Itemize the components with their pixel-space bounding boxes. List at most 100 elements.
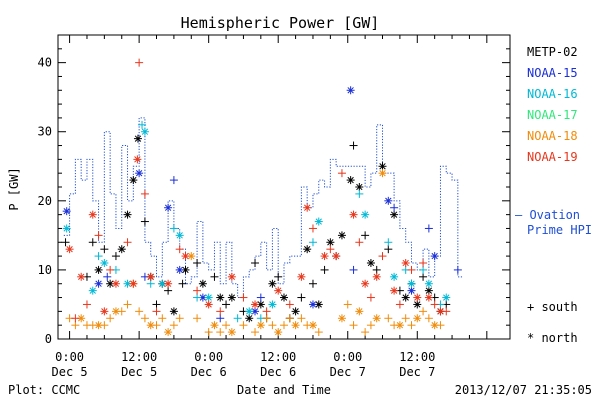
x-tick-day-label: Dec 7 <box>399 365 435 379</box>
x-tick-time-label: 12:00 <box>121 350 157 364</box>
legend-ovation: — Ovation Prime HPI <box>515 208 592 237</box>
noaa-16-point <box>314 217 323 226</box>
noaa-15-point <box>430 252 439 261</box>
legend-noaa-19: NOAA-19 <box>527 150 578 164</box>
noaa-19-point <box>146 272 155 281</box>
noaa-19-point <box>407 265 416 274</box>
x-tick-day-label: Dec 5 <box>52 365 88 379</box>
metp-02-point <box>94 265 103 274</box>
metp-02-point <box>193 259 202 267</box>
metp-02-point <box>303 245 312 254</box>
noaa-16-point <box>390 272 399 281</box>
noaa-18-point <box>407 321 416 330</box>
noaa-18-point <box>216 328 225 337</box>
noaa-18-point <box>349 321 358 330</box>
metp-02-point <box>268 279 277 288</box>
noaa-16-point <box>419 265 428 274</box>
metp-02-point <box>88 238 97 247</box>
noaa-18-point <box>291 321 300 330</box>
noaa-15-point <box>424 224 433 233</box>
x-axis-label: Date and Time <box>237 383 331 397</box>
noaa-18-point <box>187 252 196 261</box>
metp-02-point <box>337 231 346 240</box>
noaa-19-point <box>140 189 149 198</box>
noaa-16-point <box>268 300 277 309</box>
legend-north-marker: * north <box>527 331 578 345</box>
y-tick-label: 30 <box>38 125 52 139</box>
noaa-15-point <box>164 203 173 212</box>
noaa-19-point <box>88 210 97 219</box>
x-tick-time-label: 0:00 <box>194 350 223 364</box>
noaa-16-point <box>308 238 317 247</box>
noaa-19-point <box>262 307 271 316</box>
noaa-19-point <box>193 286 202 295</box>
noaa-18-point <box>175 314 184 323</box>
noaa-18-point <box>366 321 375 330</box>
noaa-18-point <box>314 328 323 337</box>
metp-02-point <box>378 162 387 171</box>
noaa-19-point <box>239 293 248 302</box>
metp-02-point <box>140 217 149 226</box>
y-axis: 0 10 20 30 40 <box>38 34 510 346</box>
noaa-19-point <box>424 293 433 302</box>
noaa-18-point <box>355 307 364 316</box>
noaa-18-point <box>152 321 161 330</box>
noaa-16-point <box>233 314 242 323</box>
legend-noaa-16: NOAA-16 <box>527 87 578 101</box>
y-axis-label: P [GW] <box>7 167 21 210</box>
legend-south-marker: + south <box>527 300 578 314</box>
noaa-15-point <box>453 265 462 274</box>
metp-02-point <box>419 272 428 281</box>
noaa-16-point <box>384 238 393 247</box>
noaa-19-point <box>297 272 306 281</box>
noaa-19-point <box>164 279 173 288</box>
x-tick-day-label: Dec 6 <box>260 365 296 379</box>
noaa-18-point <box>146 321 155 330</box>
noaa-16-point <box>204 293 213 302</box>
plot-credit: Plot: CCMC <box>8 383 80 397</box>
noaa-19-point <box>274 286 283 295</box>
noaa-19-point <box>395 300 404 309</box>
metp-02-point <box>372 265 381 274</box>
noaa-18-point <box>401 314 410 323</box>
x-tick-day-label: Dec 6 <box>191 365 227 379</box>
metp-02-point <box>216 293 225 302</box>
noaa-18-point <box>384 314 393 323</box>
metp-02-point <box>361 231 370 240</box>
metp-02-point <box>178 279 187 288</box>
metp-02-point <box>308 279 317 288</box>
noaa-18-point <box>372 314 381 323</box>
noaa-15-point <box>407 286 416 295</box>
noaa-19-point <box>71 314 80 323</box>
noaa-16-point <box>94 252 103 261</box>
noaa-18-point <box>413 314 422 323</box>
noaa-16-point <box>407 279 416 288</box>
legend: METP-02 NOAA-15 NOAA-16 NOAA-17 NOAA-18 NOAA-… <box>515 45 592 345</box>
noaa-16-point <box>193 293 202 302</box>
noaa-18-point <box>274 328 283 337</box>
noaa-19-point <box>326 245 335 254</box>
noaa-15-point <box>94 279 103 288</box>
noaa-18-point <box>337 314 346 323</box>
noaa-19-point <box>320 252 329 261</box>
metp-02-point <box>227 293 236 302</box>
noaa-18-point <box>193 314 202 323</box>
noaa-16-point <box>245 307 254 316</box>
noaa-15-point <box>135 169 144 178</box>
noaa-19-point <box>366 293 375 302</box>
x-tick-time-label: 12:00 <box>399 350 435 364</box>
noaa-16-point <box>361 210 370 219</box>
metp-02-point <box>117 245 126 254</box>
noaa-15-point <box>103 272 112 281</box>
noaa-19-point <box>133 155 142 164</box>
data-markers <box>61 58 462 337</box>
noaa-15-point <box>349 265 358 274</box>
ovation-prime-hpi-line <box>63 117 464 299</box>
noaa-19-point <box>77 272 86 281</box>
noaa-16-point <box>175 231 184 240</box>
x-tick-day-label: Dec 5 <box>121 365 157 379</box>
noaa-19-point <box>378 252 387 261</box>
metp-02-point <box>123 210 132 219</box>
metp-02-point <box>366 259 375 267</box>
